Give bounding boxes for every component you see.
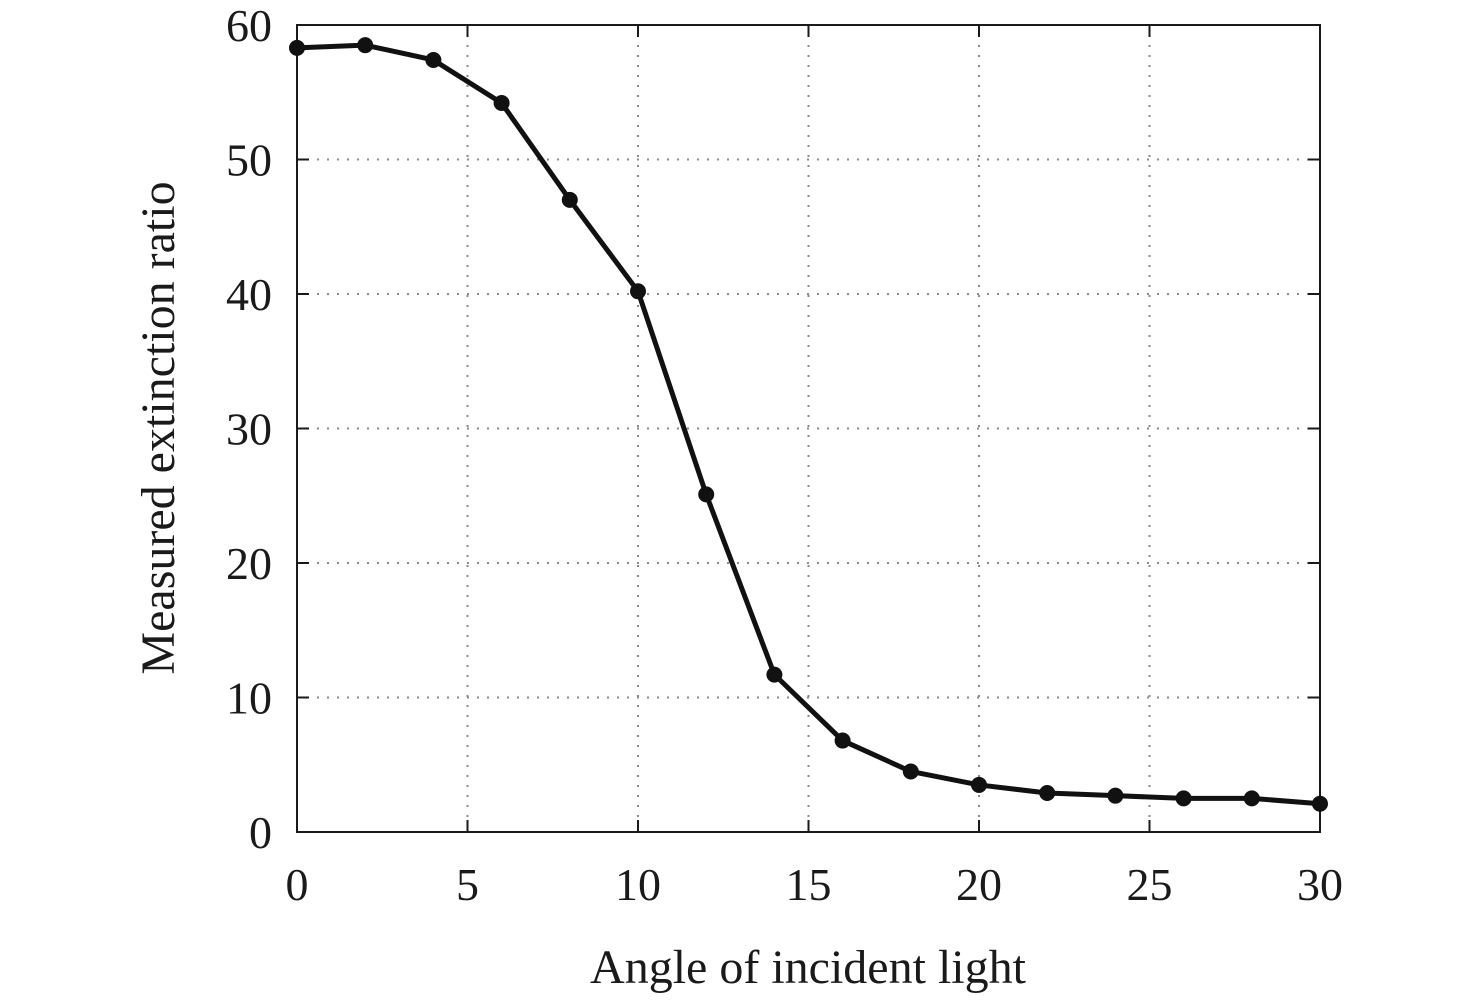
data-point <box>698 486 715 503</box>
x-tick-label: 15 <box>786 859 832 910</box>
data-point <box>357 37 374 54</box>
data-point <box>766 666 783 683</box>
y-tick-label: 10 <box>226 673 272 724</box>
y-tick-label: 40 <box>226 269 272 320</box>
data-point <box>1312 795 1328 812</box>
x-tick-label: 25 <box>1127 859 1173 910</box>
data-point <box>425 51 442 68</box>
data-point <box>1039 784 1056 801</box>
data-point <box>971 776 987 793</box>
data-point <box>289 39 305 56</box>
x-tick-label: 0 <box>286 859 309 910</box>
x-axis-label: Angle of incident light <box>590 941 1027 994</box>
y-axis-label: Measured extinction ratio <box>132 181 185 674</box>
data-point <box>1243 790 1260 807</box>
data-point <box>493 95 510 112</box>
data-point <box>834 732 851 749</box>
y-tick-label: 60 <box>226 0 272 51</box>
grid <box>297 25 1320 832</box>
data-point <box>902 763 919 780</box>
y-tick-label: 50 <box>226 135 272 186</box>
y-tick-label: 20 <box>226 538 272 589</box>
data-point <box>1107 787 1124 804</box>
data-point <box>1175 790 1192 807</box>
x-tick-label: 20 <box>956 859 1002 910</box>
series-line <box>296 42 1321 807</box>
data-point <box>561 191 578 208</box>
x-tick-label: 5 <box>456 859 479 910</box>
y-tick-label: 30 <box>226 404 272 455</box>
data-point <box>630 283 646 300</box>
axis-ticks: 0 5 10 15 20 25 30 0 10 20 30 40 50 60 <box>226 0 1343 910</box>
x-tick-label: 10 <box>615 859 661 910</box>
series <box>289 37 1328 812</box>
y-tick-label: 0 <box>249 807 272 858</box>
x-tick-label: 30 <box>1297 859 1343 910</box>
